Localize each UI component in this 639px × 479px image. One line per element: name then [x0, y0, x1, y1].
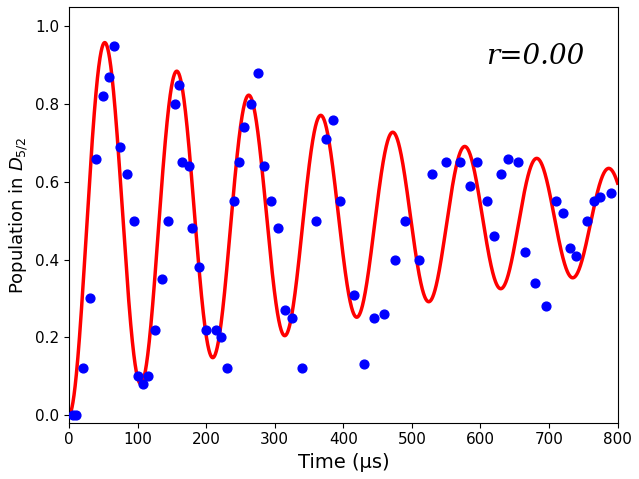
Point — [216, 333, 226, 341]
Point — [187, 225, 197, 232]
Point — [455, 159, 465, 166]
Point — [348, 291, 358, 298]
Point — [551, 197, 561, 205]
Point — [84, 295, 95, 302]
Point — [157, 275, 167, 283]
Point — [482, 197, 493, 205]
Point — [109, 42, 119, 50]
Point — [266, 197, 277, 205]
Point — [530, 279, 541, 287]
Point — [489, 232, 499, 240]
Point — [138, 380, 148, 388]
Point — [280, 306, 290, 314]
Point — [472, 159, 482, 166]
Point — [259, 162, 270, 170]
Point — [229, 197, 239, 205]
Point — [132, 372, 142, 380]
Point — [184, 162, 194, 170]
Point — [104, 73, 114, 81]
Point — [71, 411, 81, 419]
Point — [606, 190, 616, 197]
Point — [596, 194, 606, 201]
Point — [321, 135, 331, 143]
Point — [335, 197, 345, 205]
Point — [369, 314, 380, 322]
Point — [558, 209, 568, 217]
Point — [496, 170, 506, 178]
Point — [589, 197, 599, 205]
Point — [571, 252, 581, 260]
Point — [503, 155, 513, 162]
Point — [520, 248, 530, 256]
Point — [427, 170, 438, 178]
Point — [91, 155, 102, 162]
Point — [116, 143, 126, 151]
Point — [252, 69, 263, 77]
Point — [170, 100, 180, 108]
Point — [142, 372, 153, 380]
Point — [67, 411, 77, 419]
Point — [400, 217, 410, 225]
Point — [122, 170, 132, 178]
Point — [174, 81, 184, 89]
Point — [413, 256, 424, 263]
Point — [359, 361, 369, 368]
Point — [465, 182, 475, 190]
Point — [78, 365, 88, 372]
Point — [390, 256, 400, 263]
Point — [297, 365, 307, 372]
Point — [328, 116, 338, 124]
Text: r=0.00: r=0.00 — [486, 43, 584, 70]
Point — [380, 310, 390, 318]
Point — [441, 159, 451, 166]
Point — [98, 92, 109, 100]
Point — [164, 217, 174, 225]
Point — [513, 159, 523, 166]
Point — [177, 159, 187, 166]
Point — [287, 314, 297, 322]
Point — [273, 225, 283, 232]
Point — [212, 326, 222, 333]
Point — [222, 365, 232, 372]
Point — [239, 124, 249, 131]
Point — [201, 326, 212, 333]
Point — [541, 302, 551, 310]
Point — [150, 326, 160, 333]
Point — [581, 217, 592, 225]
X-axis label: Time (μs): Time (μs) — [298, 453, 389, 472]
Point — [129, 217, 139, 225]
Point — [234, 159, 244, 166]
Point — [564, 244, 574, 252]
Point — [194, 263, 204, 271]
Point — [311, 217, 321, 225]
Y-axis label: Population in $D_{5/2}$: Population in $D_{5/2}$ — [7, 136, 29, 294]
Point — [245, 100, 256, 108]
